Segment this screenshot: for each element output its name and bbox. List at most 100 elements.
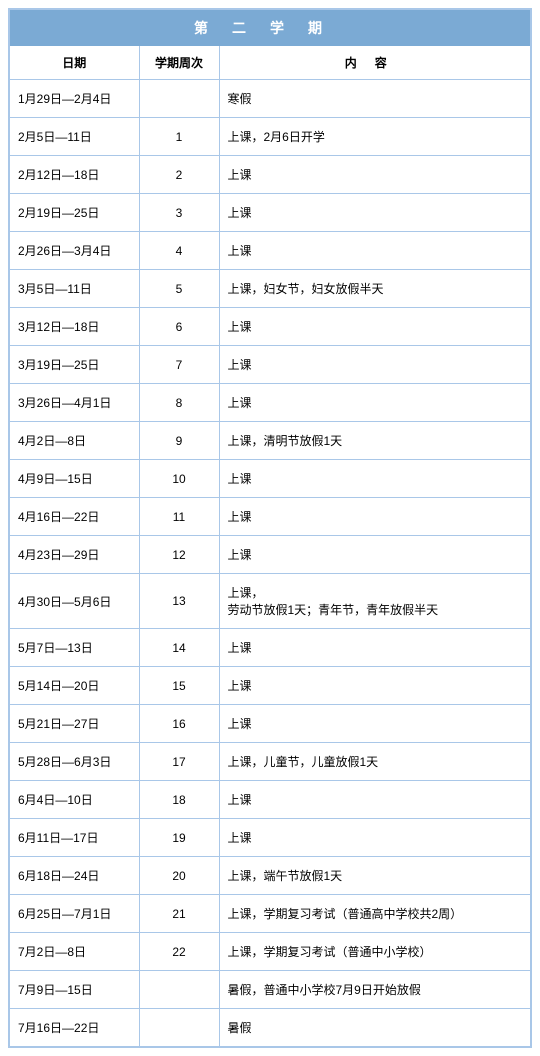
cell-week: 19 (139, 819, 219, 857)
table-row: 7月2日—8日22上课，学期复习考试（普通中小学校） (9, 933, 531, 971)
cell-content: 上课 (219, 232, 531, 270)
table-row: 4月9日—15日10上课 (9, 460, 531, 498)
cell-date: 5月21日—27日 (9, 705, 139, 743)
cell-date: 3月12日—18日 (9, 308, 139, 346)
cell-content: 上课，清明节放假1天 (219, 422, 531, 460)
cell-date: 6月4日—10日 (9, 781, 139, 819)
semester-schedule-table: 第二学期 日期 学期周次 内容 1月29日—2月4日寒假2月5日—11日1上课，… (8, 8, 532, 1048)
cell-date: 6月18日—24日 (9, 857, 139, 895)
cell-date: 5月14日—20日 (9, 667, 139, 705)
table-row: 6月11日—17日19上课 (9, 819, 531, 857)
cell-week: 4 (139, 232, 219, 270)
cell-content: 上课，学期复习考试（普通高中学校共2周） (219, 895, 531, 933)
table-row: 7月9日—15日 暑假，普通中小学校7月9日开始放假 (9, 971, 531, 1009)
table-row: 2月5日—11日1上课，2月6日开学 (9, 118, 531, 156)
table-row: 5月14日—20日15上课 (9, 667, 531, 705)
cell-date: 3月19日—25日 (9, 346, 139, 384)
cell-week: 10 (139, 460, 219, 498)
table-row: 4月30日—5月6日13上课， 劳动节放假1天；青年节，青年放假半天 (9, 574, 531, 629)
cell-content: 上课 (219, 536, 531, 574)
cell-week: 7 (139, 346, 219, 384)
cell-content: 上课 (219, 498, 531, 536)
cell-week: 6 (139, 308, 219, 346)
cell-week: 9 (139, 422, 219, 460)
cell-week: 1 (139, 118, 219, 156)
cell-content: 上课，儿童节，儿童放假1天 (219, 743, 531, 781)
table-row: 4月23日—29日12上课 (9, 536, 531, 574)
cell-date: 7月9日—15日 (9, 971, 139, 1009)
cell-date: 5月7日—13日 (9, 629, 139, 667)
table-row: 3月12日—18日6上课 (9, 308, 531, 346)
cell-content: 上课 (219, 819, 531, 857)
cell-date: 3月5日—11日 (9, 270, 139, 308)
header-date: 日期 (9, 46, 139, 80)
cell-week (139, 971, 219, 1009)
table-row: 6月25日—7月1日21上课，学期复习考试（普通高中学校共2周） (9, 895, 531, 933)
cell-date: 6月25日—7月1日 (9, 895, 139, 933)
table-row: 7月16日—22日 暑假 (9, 1009, 531, 1048)
cell-content: 上课 (219, 705, 531, 743)
cell-content: 上课 (219, 346, 531, 384)
cell-week: 3 (139, 194, 219, 232)
cell-week (139, 1009, 219, 1048)
table-row: 2月19日—25日3上课 (9, 194, 531, 232)
cell-week: 22 (139, 933, 219, 971)
cell-content: 上课 (219, 194, 531, 232)
cell-date: 4月9日—15日 (9, 460, 139, 498)
table-row: 2月12日—18日2上课 (9, 156, 531, 194)
cell-week: 5 (139, 270, 219, 308)
cell-date: 4月2日—8日 (9, 422, 139, 460)
cell-week: 11 (139, 498, 219, 536)
table-row: 3月26日—4月1日8上课 (9, 384, 531, 422)
table-row: 6月4日—10日18上课 (9, 781, 531, 819)
cell-content: 上课，妇女节，妇女放假半天 (219, 270, 531, 308)
cell-content: 上课 (219, 460, 531, 498)
cell-week: 15 (139, 667, 219, 705)
cell-content: 上课， 劳动节放假1天；青年节，青年放假半天 (219, 574, 531, 629)
cell-date: 2月26日—3月4日 (9, 232, 139, 270)
table-row: 4月2日—8日9上课，清明节放假1天 (9, 422, 531, 460)
cell-week: 20 (139, 857, 219, 895)
cell-content: 上课 (219, 156, 531, 194)
cell-content: 寒假 (219, 80, 531, 118)
table-row: 5月21日—27日16上课 (9, 705, 531, 743)
table-row: 3月19日—25日7上课 (9, 346, 531, 384)
cell-content: 上课，学期复习考试（普通中小学校） (219, 933, 531, 971)
cell-week: 2 (139, 156, 219, 194)
table-row: 2月26日—3月4日4上课 (9, 232, 531, 270)
table-row: 5月7日—13日14上课 (9, 629, 531, 667)
cell-week: 17 (139, 743, 219, 781)
cell-week: 12 (139, 536, 219, 574)
cell-content: 上课，2月6日开学 (219, 118, 531, 156)
cell-content: 上课 (219, 667, 531, 705)
cell-week (139, 80, 219, 118)
cell-content: 上课，端午节放假1天 (219, 857, 531, 895)
cell-date: 4月23日—29日 (9, 536, 139, 574)
title-row: 第二学期 (9, 9, 531, 46)
cell-date: 6月11日—17日 (9, 819, 139, 857)
cell-content: 暑假 (219, 1009, 531, 1048)
header-content: 内容 (219, 46, 531, 80)
cell-date: 3月26日—4月1日 (9, 384, 139, 422)
cell-week: 21 (139, 895, 219, 933)
table-row: 5月28日—6月3日17上课，儿童节，儿童放假1天 (9, 743, 531, 781)
table-row: 4月16日—22日11上课 (9, 498, 531, 536)
cell-date: 7月2日—8日 (9, 933, 139, 971)
cell-date: 1月29日—2月4日 (9, 80, 139, 118)
table-title: 第二学期 (9, 9, 531, 46)
table-row: 6月18日—24日20上课，端午节放假1天 (9, 857, 531, 895)
cell-content: 上课 (219, 781, 531, 819)
cell-content: 暑假，普通中小学校7月9日开始放假 (219, 971, 531, 1009)
table-row: 1月29日—2月4日 寒假 (9, 80, 531, 118)
cell-date: 2月12日—18日 (9, 156, 139, 194)
cell-week: 13 (139, 574, 219, 629)
cell-content: 上课 (219, 384, 531, 422)
cell-date: 7月16日—22日 (9, 1009, 139, 1048)
cell-date: 2月19日—25日 (9, 194, 139, 232)
table-row: 3月5日—11日5上课，妇女节，妇女放假半天 (9, 270, 531, 308)
cell-week: 8 (139, 384, 219, 422)
cell-date: 4月16日—22日 (9, 498, 139, 536)
header-week: 学期周次 (139, 46, 219, 80)
cell-week: 18 (139, 781, 219, 819)
cell-date: 2月5日—11日 (9, 118, 139, 156)
